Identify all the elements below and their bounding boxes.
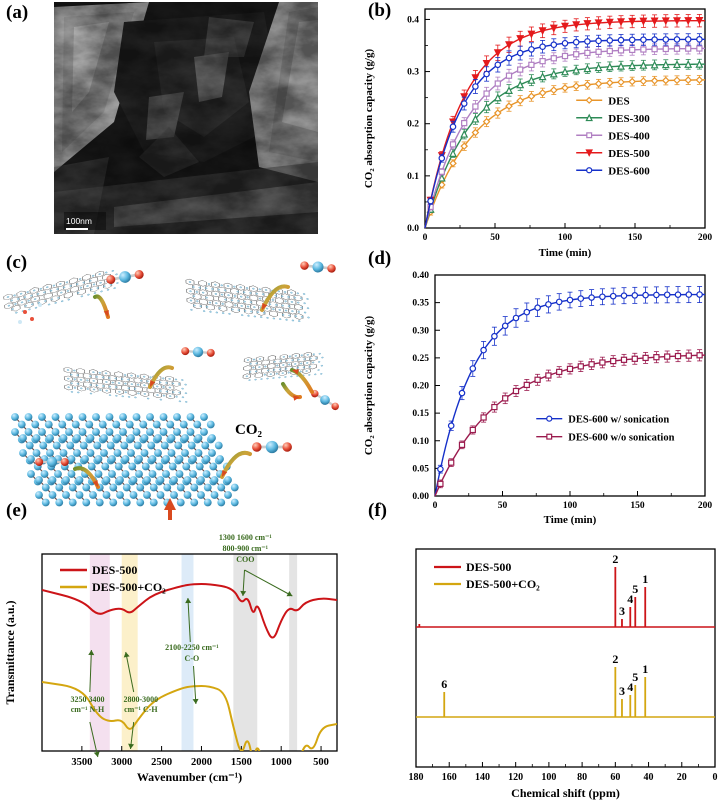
svg-text:cm⁻¹ C-H: cm⁻¹ C-H: [124, 705, 158, 714]
svg-text:3000: 3000: [111, 757, 132, 768]
svg-text:2: 2: [612, 552, 618, 566]
svg-text:100nm: 100nm: [66, 216, 92, 226]
svg-text:DES-500: DES-500: [608, 148, 650, 160]
svg-text:DES-500+CO₂: DES-500+CO₂: [466, 577, 540, 591]
svg-text:C-O: C-O: [185, 654, 200, 663]
svg-text:120: 120: [508, 772, 523, 783]
svg-text:50: 50: [490, 233, 500, 243]
svg-text:40: 40: [644, 772, 654, 783]
svg-text:0.3: 0.3: [407, 68, 419, 78]
svg-text:1: 1: [642, 572, 648, 586]
svg-text:CO₂: CO₂: [235, 422, 263, 438]
svg-text:0.35: 0.35: [412, 299, 429, 309]
svg-text:5: 5: [632, 670, 638, 684]
svg-text:CO₂ absorption capacity (g/g): CO₂ absorption capacity (g/g): [363, 316, 375, 456]
svg-text:150: 150: [628, 233, 643, 243]
svg-text:60: 60: [610, 772, 620, 783]
svg-text:3: 3: [619, 684, 625, 698]
svg-text:200: 200: [698, 233, 713, 243]
svg-text:DES-400: DES-400: [608, 130, 650, 142]
svg-text:0.1: 0.1: [407, 172, 419, 182]
svg-text:5: 5: [632, 582, 638, 596]
svg-text:0.0: 0.0: [407, 224, 419, 234]
svg-text:0.10: 0.10: [412, 437, 429, 447]
svg-text:1000: 1000: [271, 757, 292, 768]
svg-text:2500: 2500: [151, 757, 172, 768]
svg-text:DES: DES: [608, 95, 629, 107]
svg-text:DES-600 w/o sonication: DES-600 w/o sonication: [568, 433, 674, 444]
svg-text:3250 3400: 3250 3400: [70, 695, 104, 704]
svg-text:0: 0: [423, 233, 428, 243]
svg-text:0.05: 0.05: [412, 464, 429, 474]
svg-text:0: 0: [713, 772, 718, 783]
svg-text:Chemical shift (ppm): Chemical shift (ppm): [511, 786, 620, 800]
svg-text:0.20: 0.20: [412, 382, 429, 392]
svg-text:2000: 2000: [191, 757, 212, 768]
svg-text:1500: 1500: [231, 757, 252, 768]
svg-text:DES-300: DES-300: [608, 113, 650, 125]
svg-text:cm⁻¹ N-H: cm⁻¹ N-H: [71, 705, 105, 714]
svg-text:CO₂ absorption capacity (g/g): CO₂ absorption capacity (g/g): [363, 49, 375, 189]
svg-text:DES-500+CO₂: DES-500+CO₂: [92, 580, 166, 594]
svg-text:20: 20: [677, 772, 687, 783]
svg-text:0.25: 0.25: [412, 354, 429, 364]
svg-text:DES-500: DES-500: [466, 560, 511, 574]
svg-text:3500: 3500: [71, 757, 92, 768]
svg-text:2: 2: [612, 652, 618, 666]
svg-text:1300 1600 cm⁻¹: 1300 1600 cm⁻¹: [219, 533, 272, 542]
svg-text:800-900 cm⁻¹: 800-900 cm⁻¹: [223, 544, 269, 553]
svg-text:180: 180: [409, 772, 424, 783]
svg-text:2100-2250 cm⁻¹: 2100-2250 cm⁻¹: [165, 643, 219, 652]
svg-text:2800-3000: 2800-3000: [124, 695, 159, 704]
svg-text:1: 1: [642, 662, 648, 676]
svg-text:3: 3: [619, 604, 625, 618]
svg-text:DES-500: DES-500: [92, 563, 137, 577]
svg-text:Wavenumber (cm⁻¹): Wavenumber (cm⁻¹): [137, 770, 242, 784]
svg-text:DES-600: DES-600: [608, 165, 650, 177]
svg-text:0.4: 0.4: [407, 15, 419, 25]
svg-text:0.2: 0.2: [407, 120, 419, 130]
svg-text:0.40: 0.40: [412, 271, 429, 281]
svg-text:100: 100: [558, 233, 573, 243]
svg-text:DES-600 w/ sonication: DES-600 w/ sonication: [568, 415, 669, 426]
svg-text:0.30: 0.30: [412, 326, 429, 336]
svg-text:Transmittance (a.u.): Transmittance (a.u.): [3, 600, 17, 704]
svg-text:0.15: 0.15: [412, 409, 429, 419]
svg-text:COO: COO: [236, 555, 254, 564]
svg-text:500: 500: [313, 757, 329, 768]
svg-text:160: 160: [442, 772, 457, 783]
svg-text:80: 80: [577, 772, 587, 783]
svg-text:140: 140: [475, 772, 490, 783]
svg-text:100: 100: [541, 772, 556, 783]
svg-text:6: 6: [441, 677, 447, 691]
